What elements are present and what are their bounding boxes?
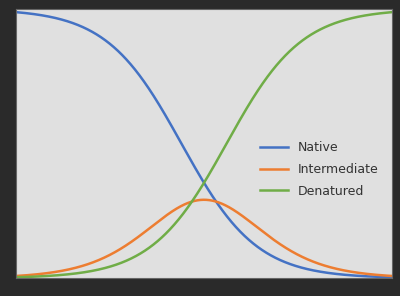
- Native: [310, 268, 314, 272]
- Denatured: [33, 275, 38, 278]
- Native: [33, 12, 38, 16]
- Denatured: [196, 189, 201, 193]
- Line: Native: Native: [16, 12, 392, 277]
- Intermediate: [202, 198, 206, 202]
- Intermediate: [14, 274, 18, 278]
- Native: [14, 10, 18, 14]
- Native: [196, 172, 201, 176]
- Denatured: [378, 12, 383, 15]
- Denatured: [186, 204, 191, 208]
- Native: [390, 276, 394, 279]
- Intermediate: [310, 260, 315, 263]
- Intermediate: [390, 274, 394, 278]
- Line: Denatured: Denatured: [16, 12, 392, 277]
- Native: [379, 275, 384, 279]
- Intermediate: [379, 274, 384, 277]
- Native: [186, 155, 191, 159]
- Line: Intermediate: Intermediate: [16, 200, 392, 276]
- Intermediate: [186, 201, 191, 205]
- Intermediate: [379, 274, 384, 277]
- Native: [378, 275, 383, 279]
- Denatured: [390, 10, 394, 14]
- Denatured: [379, 12, 384, 15]
- Intermediate: [33, 273, 38, 276]
- Denatured: [310, 32, 314, 36]
- Legend: Native, Intermediate, Denatured: Native, Intermediate, Denatured: [255, 136, 384, 203]
- Intermediate: [196, 198, 201, 202]
- Denatured: [14, 276, 18, 279]
